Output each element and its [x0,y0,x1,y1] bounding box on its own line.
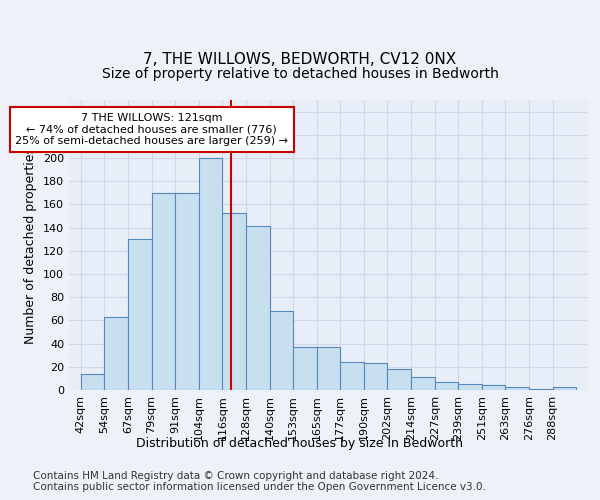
Bar [152,193,175,390]
Bar [246,226,269,390]
Text: 7, THE WILLOWS, BEDWORTH, CV12 0NX: 7, THE WILLOWS, BEDWORTH, CV12 0NX [143,52,457,68]
Bar [340,362,364,390]
Bar [199,158,223,390]
Bar [317,347,340,390]
Bar [529,389,553,390]
Bar [388,369,411,390]
Bar [434,382,458,390]
Bar [293,347,317,390]
Bar [364,364,388,390]
Text: Distribution of detached houses by size in Bedworth: Distribution of detached houses by size … [137,438,464,450]
Bar [553,386,576,390]
Y-axis label: Number of detached properties: Number of detached properties [25,146,37,344]
Bar [411,377,434,390]
Text: Size of property relative to detached houses in Bedworth: Size of property relative to detached ho… [101,67,499,81]
Bar [223,212,246,390]
Bar [505,386,529,390]
Bar [128,239,152,390]
Text: 7 THE WILLOWS: 121sqm
← 74% of detached houses are smaller (776)
25% of semi-det: 7 THE WILLOWS: 121sqm ← 74% of detached … [15,113,288,146]
Bar [269,311,293,390]
Bar [175,193,199,390]
Text: Contains HM Land Registry data © Crown copyright and database right 2024.: Contains HM Land Registry data © Crown c… [33,471,439,481]
Bar [458,384,482,390]
Text: Contains public sector information licensed under the Open Government Licence v3: Contains public sector information licen… [33,482,486,492]
Bar [482,386,505,390]
Bar [104,317,128,390]
Bar [81,374,104,390]
